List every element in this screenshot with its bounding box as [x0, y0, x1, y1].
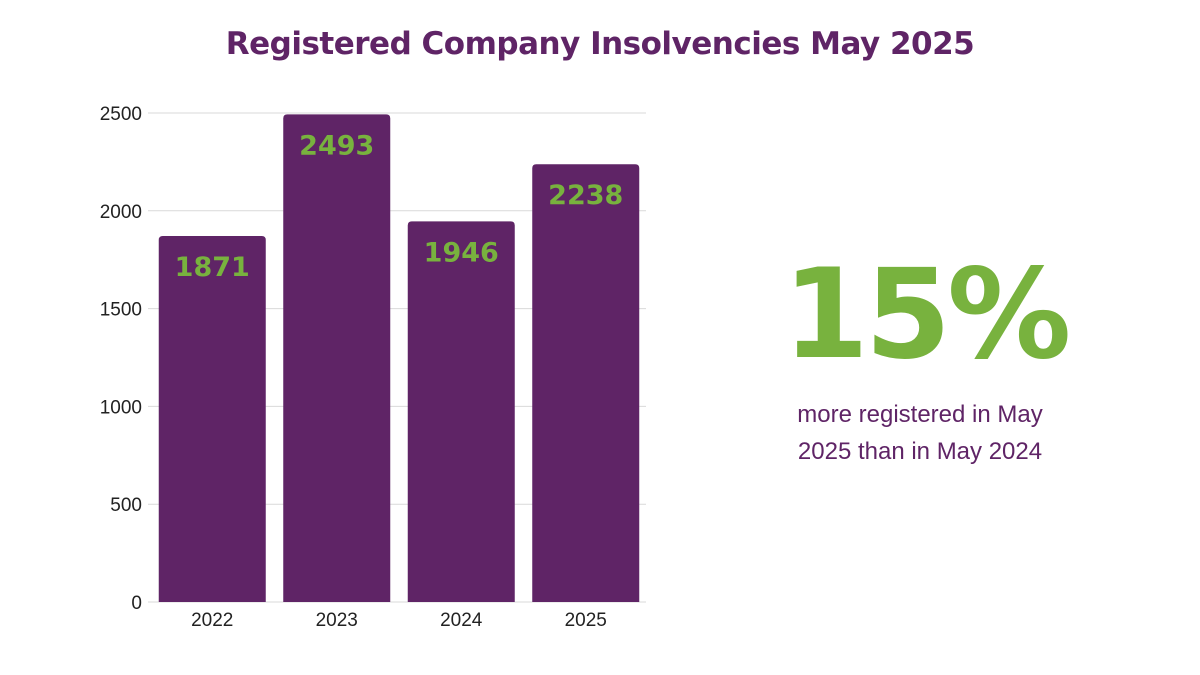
data-label: 1871 [175, 252, 250, 283]
x-tick-label: 2023 [316, 610, 358, 631]
data-label: 2493 [299, 130, 374, 161]
x-tick-label: 2022 [191, 610, 233, 631]
x-tick-label: 2025 [565, 610, 607, 631]
bar-2022 [158, 236, 266, 602]
y-tick-label: 0 [131, 593, 142, 614]
stat-value: 15% [782, 243, 1072, 387]
x-tick-label: 2024 [440, 610, 483, 631]
stat-caption: more registered in May 2025 than in May … [797, 401, 1043, 465]
y-tick-label: 2000 [100, 202, 142, 223]
y-tick-label: 1000 [100, 397, 142, 418]
y-tick-label: 2500 [100, 104, 142, 125]
bar-2023 [283, 114, 391, 602]
y-tick-label: 500 [110, 495, 142, 516]
data-label: 1946 [424, 237, 499, 268]
chart-title: Registered Company Insolvencies May 2025 [225, 26, 975, 62]
data-label: 2238 [548, 180, 623, 211]
y-tick-label: 1500 [100, 300, 142, 321]
bar-2025 [532, 164, 640, 602]
bar-2024 [407, 221, 515, 602]
bar-chart: 0 500 1000 1500 2000 2500 1871 2022 2493 2023 1946… [100, 104, 646, 631]
